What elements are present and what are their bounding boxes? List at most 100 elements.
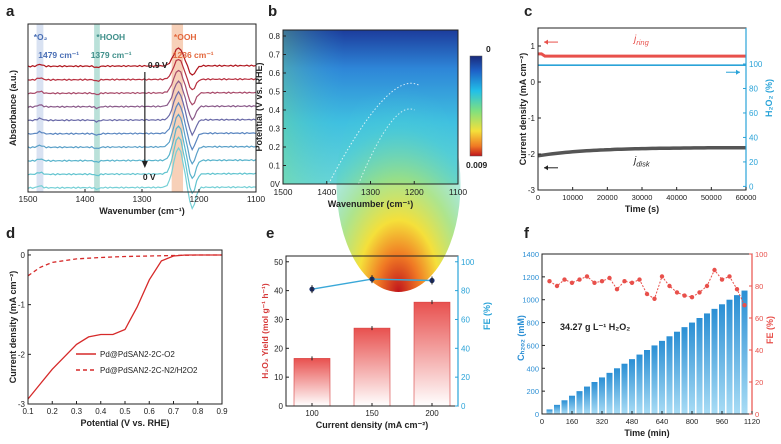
x-tick-label: 1500: [19, 194, 38, 204]
x-tick-label: 0.6: [144, 407, 156, 416]
y2-tick-label: 40: [461, 344, 470, 353]
y-tick-label: 1: [531, 42, 536, 51]
bar-t120: [561, 400, 568, 414]
series-o2: [27, 254, 222, 400]
y-tick-label: 0.7: [269, 51, 281, 60]
annotation-hooh-label: *HOOH: [96, 32, 125, 42]
x-tick-label: 0.7: [168, 407, 180, 416]
spectrum-line: [27, 47, 257, 76]
bar-t1000: [726, 299, 733, 414]
fe-point: [569, 280, 575, 285]
band-o2: [36, 24, 44, 192]
bar-t960: [719, 304, 725, 414]
potential-arrowhead: [141, 161, 148, 168]
x-tick-label: 0.2: [47, 407, 59, 416]
y2-tick-label: 40: [749, 133, 758, 142]
y2-tick-label: 40: [755, 346, 763, 355]
fe-point: [734, 287, 740, 292]
y-tick-label: -3: [18, 400, 26, 409]
y-tick-label: -1: [528, 114, 536, 123]
y-tick-label: 0.1: [269, 162, 281, 171]
x-tick-label: 0.3: [71, 407, 83, 416]
fe-point: [712, 267, 717, 273]
colorbar-bottom-label: 0.009: [466, 160, 488, 170]
y-tick-label: 30: [274, 315, 283, 324]
x-tick-label: 1200: [190, 194, 209, 204]
fe-point: [682, 293, 687, 298]
y-tick-label: 0.2: [269, 143, 281, 152]
panel-f: 0 160 320 480 640 800 960 112002004006008001000…: [516, 250, 775, 438]
x-tick-label: 1200: [405, 187, 424, 197]
series-n2-h2o2: [27, 254, 222, 277]
bar-t240: [584, 386, 590, 414]
fe-point: [659, 274, 665, 279]
fe-point: [629, 280, 635, 285]
x-tick-label: 1300: [361, 187, 380, 197]
y-axis-label: Potential (V vs. RHE): [254, 62, 264, 151]
j-disk-label: jdisk: [632, 156, 651, 169]
concentration-annotation: 34.27 g L⁻¹ H₂O₂: [560, 322, 630, 332]
fe-point: [644, 291, 650, 297]
x-axis-label: Wavenumber (cm⁻¹): [328, 199, 413, 209]
fe-point: [622, 279, 627, 284]
y-axis-label: Current density (mA cm⁻²): [518, 53, 528, 165]
y-tick-label: -2: [528, 150, 536, 159]
bar-200: [413, 301, 451, 407]
fe-point: [599, 279, 605, 284]
x-tick-label: 1120: [744, 417, 760, 426]
spectrum-line: [27, 90, 257, 137]
y2-tick-label: 100: [461, 258, 475, 267]
spectrum-line: [27, 80, 257, 122]
x-tick-label: 0.5: [119, 407, 131, 416]
bar-100: [293, 358, 331, 407]
y-tick-label: 1000: [522, 296, 539, 305]
bar-t1080: [741, 290, 748, 414]
x-tick-label: 40000: [666, 193, 687, 202]
fe-point: [637, 277, 642, 282]
x-tick-label: 640: [656, 417, 669, 426]
y2-tick-label: 80: [755, 282, 763, 291]
x-tick-label: 60000: [736, 193, 757, 202]
y-tick-label: 800: [526, 319, 539, 328]
x-tick-label: 10000: [562, 193, 583, 202]
bar-t400: [614, 368, 620, 414]
fe-point: [697, 290, 702, 295]
y2-tick-label: 20: [755, 378, 763, 387]
x-tick-label: 1400: [317, 187, 336, 197]
y-tick-label: 400: [526, 364, 539, 373]
x-axis-label: Potential (V vs. RHE): [80, 418, 169, 428]
fe-line: [549, 269, 745, 306]
x-tick-label: 150: [365, 409, 379, 418]
y2-tick-label: 20: [749, 158, 758, 167]
x-axis-label: Time (s): [625, 204, 659, 214]
x-axis-label: Wavenumber (cm⁻¹): [99, 206, 184, 216]
fe-point: [727, 274, 732, 279]
fe-point: [652, 296, 657, 301]
y-tick-label: 0.4: [269, 106, 281, 115]
legend-label: Pd@PdSAN2-2C-O2: [100, 350, 175, 359]
fe-point: [562, 277, 567, 282]
legend-label: Pd@PdSAN2-2C-N2/H2O2: [100, 366, 198, 375]
spectrum-line: [27, 69, 257, 106]
panel-d: 0.1 0.2 0.3 0.4 0.5 0.6 0.7 0.8 0.9 -3 -2 -1 0 Potent…: [8, 249, 228, 428]
potential-bottom-label: 0 V: [143, 172, 156, 182]
h2o2-arrow-head: [736, 69, 740, 75]
j-ring-arrow-head: [544, 39, 548, 45]
y-tick-label: 0: [535, 410, 539, 419]
y-axis-label: H₂O₂ Yield (mol g⁻¹ h⁻¹): [260, 283, 270, 379]
x-tick-label: 960: [716, 417, 729, 426]
y-tick-label: 1400: [522, 250, 539, 259]
panel-label-f: f: [524, 225, 530, 242]
annotation-ooh-label: *OOH: [174, 32, 197, 42]
bar-t680: [666, 336, 673, 414]
spectrum-line: [27, 113, 257, 165]
fe-point: [577, 277, 582, 282]
x-tick-label: 1500: [274, 187, 293, 197]
fe-point: [667, 283, 672, 289]
x-tick-label: 0.4: [95, 407, 107, 416]
bar-t560: [644, 350, 650, 414]
y-tick-label: 20: [274, 344, 283, 353]
bar-t40: [546, 409, 553, 414]
fe-point: [554, 283, 560, 289]
